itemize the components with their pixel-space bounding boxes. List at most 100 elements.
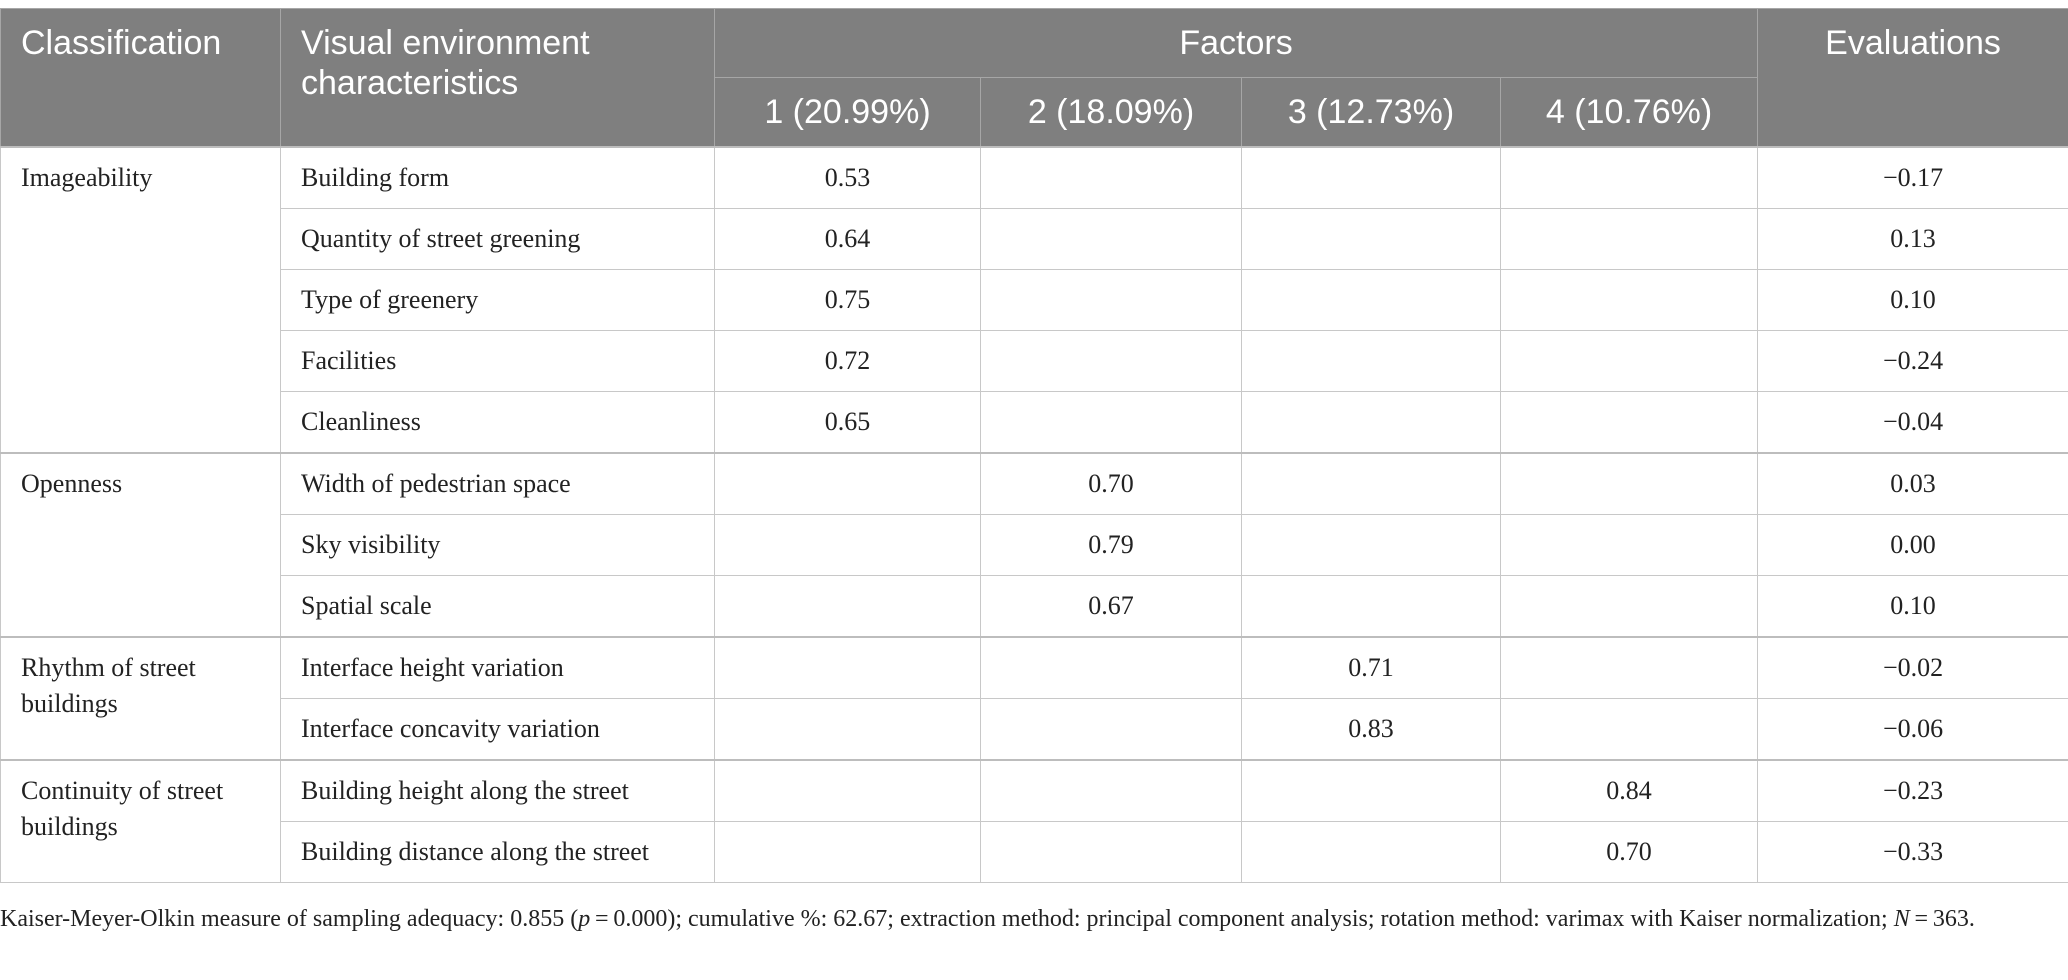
empty-cell bbox=[1499, 636, 1759, 699]
empty-cell bbox=[980, 146, 1242, 209]
classification-cell: Openness bbox=[0, 452, 281, 638]
empty-cell bbox=[1499, 575, 1759, 638]
table-row: Cleanliness 0.65 −0.04 bbox=[1, 391, 2068, 454]
empty-cell bbox=[714, 636, 981, 699]
characteristic-cell: Width of pedestrian space bbox=[280, 452, 715, 515]
characteristic-cell: Building distance along the street bbox=[280, 821, 715, 883]
empty-cell bbox=[714, 821, 981, 883]
factor-table: Classification Visual environment charac… bbox=[0, 8, 2068, 883]
loading-cell: 0.64 bbox=[714, 208, 981, 270]
empty-cell bbox=[980, 698, 1242, 761]
evaluation-cell: −0.04 bbox=[1757, 391, 2068, 454]
table-row: Building distance along the street 0.70 −0… bbox=[1, 821, 2068, 883]
evaluation-cell: 0.03 bbox=[1757, 452, 2068, 515]
classification-cell: Rhythm of street buildings bbox=[0, 636, 281, 761]
classification-cell: Continuity of street buildings bbox=[0, 759, 281, 883]
empty-cell bbox=[1241, 208, 1501, 270]
evaluation-cell: −0.17 bbox=[1757, 146, 2068, 209]
table-row: Type of greenery 0.75 0.10 bbox=[1, 269, 2068, 331]
empty-cell bbox=[980, 821, 1242, 883]
table-row: Spatial scale 0.67 0.10 bbox=[1, 575, 2068, 638]
evaluation-cell: 0.10 bbox=[1757, 575, 2068, 638]
header-cell: 1 (20.99%) bbox=[714, 77, 981, 148]
empty-cell bbox=[980, 636, 1242, 699]
empty-cell bbox=[1499, 514, 1759, 576]
empty-cell bbox=[1499, 391, 1759, 454]
empty-cell bbox=[1241, 575, 1501, 638]
empty-cell bbox=[714, 452, 981, 515]
empty-cell bbox=[980, 759, 1242, 822]
empty-cell bbox=[1241, 452, 1501, 515]
characteristic-cell: Type of greenery bbox=[280, 269, 715, 331]
evaluation-cell: −0.23 bbox=[1757, 759, 2068, 822]
evaluation-cell: −0.24 bbox=[1757, 330, 2068, 392]
empty-cell bbox=[1499, 698, 1759, 761]
footnote-symbol: N bbox=[1893, 906, 1910, 932]
characteristic-cell: Sky visibility bbox=[280, 514, 715, 576]
characteristic-cell: Interface height variation bbox=[280, 636, 715, 699]
loading-cell: 0.72 bbox=[714, 330, 981, 392]
header-cell: 3 (12.73%) bbox=[1241, 77, 1501, 148]
footnote-symbol: p bbox=[578, 906, 591, 932]
evaluation-cell: −0.06 bbox=[1757, 698, 2068, 761]
classification-cell: Imageability bbox=[0, 146, 281, 454]
loading-cell: 0.79 bbox=[980, 514, 1242, 576]
empty-cell bbox=[1499, 269, 1759, 331]
table-row: Quantity of street greening 0.64 0.13 bbox=[1, 208, 2068, 270]
table-header: Classification Visual environment charac… bbox=[0, 8, 2068, 148]
empty-cell bbox=[714, 698, 981, 761]
table-row: Interface concavity variation 0.83 −0.06 bbox=[1, 698, 2068, 761]
evaluation-cell: −0.33 bbox=[1757, 821, 2068, 883]
empty-cell bbox=[1241, 514, 1501, 576]
empty-cell bbox=[980, 391, 1242, 454]
loading-cell: 0.83 bbox=[1241, 698, 1501, 761]
table-row: Rhythm of street buildings Interface heig… bbox=[0, 636, 2068, 761]
empty-cell bbox=[1499, 330, 1759, 392]
empty-cell bbox=[1499, 146, 1759, 209]
table-row: Sky visibility 0.79 0.00 bbox=[1, 514, 2068, 576]
footnote: Kaiser-Meyer-Olkin measure of sampling a… bbox=[0, 900, 2060, 938]
footnote-text: = 0.000); cumulative %: 62.67; extractio… bbox=[590, 906, 1894, 932]
empty-cell bbox=[1241, 269, 1501, 331]
evaluation-cell: 0.00 bbox=[1757, 514, 2068, 576]
header-cell: Factors bbox=[713, 8, 1759, 78]
header-cell: 4 (10.76%) bbox=[1499, 77, 1759, 148]
empty-cell bbox=[1241, 330, 1501, 392]
header-cell: 2 (18.09%) bbox=[980, 77, 1242, 148]
evaluation-cell: 0.13 bbox=[1757, 208, 2068, 270]
empty-cell bbox=[980, 208, 1242, 270]
loading-cell: 0.67 bbox=[980, 575, 1242, 638]
table-row: Openness Width of pedestrian space 0.70 0.0… bbox=[0, 452, 2068, 638]
table-row: Imageability Building form 0.53 −0.17 bbox=[0, 146, 2068, 454]
characteristic-cell: Spatial scale bbox=[280, 575, 715, 638]
loading-cell: 0.84 bbox=[1499, 759, 1759, 822]
empty-cell bbox=[1241, 391, 1501, 454]
loading-cell: 0.70 bbox=[1499, 821, 1759, 883]
footnote-text: = 363. bbox=[1909, 906, 1975, 932]
empty-cell bbox=[714, 514, 981, 576]
loading-cell: 0.65 bbox=[714, 391, 981, 454]
empty-cell bbox=[714, 759, 981, 822]
loading-cell: 0.70 bbox=[980, 452, 1242, 515]
characteristic-cell: Interface concavity variation bbox=[280, 698, 715, 761]
empty-cell bbox=[1499, 452, 1759, 515]
empty-cell bbox=[1241, 821, 1501, 883]
loading-cell: 0.71 bbox=[1241, 636, 1501, 699]
characteristic-cell: Facilities bbox=[280, 330, 715, 392]
header-cell: Visual environment characteristics bbox=[280, 8, 715, 148]
empty-cell bbox=[980, 330, 1242, 392]
characteristic-cell: Quantity of street greening bbox=[280, 208, 715, 270]
table-row: Facilities 0.72 −0.24 bbox=[1, 330, 2068, 392]
loading-cell: 0.53 bbox=[714, 146, 981, 209]
characteristic-cell: Building form bbox=[280, 146, 715, 209]
footnote-text: Kaiser-Meyer-Olkin measure of sampling a… bbox=[0, 906, 579, 932]
header-cell: Classification bbox=[0, 8, 281, 148]
evaluation-cell: −0.02 bbox=[1757, 636, 2068, 699]
evaluation-cell: 0.10 bbox=[1757, 269, 2068, 331]
empty-cell bbox=[1241, 146, 1501, 209]
header-row: 1 (20.99%) 2 (18.09%) 3 (12.73%) 4 (10.76%) bbox=[1, 77, 2068, 148]
characteristic-cell: Cleanliness bbox=[280, 391, 715, 454]
empty-cell bbox=[1499, 208, 1759, 270]
empty-cell bbox=[1241, 759, 1501, 822]
